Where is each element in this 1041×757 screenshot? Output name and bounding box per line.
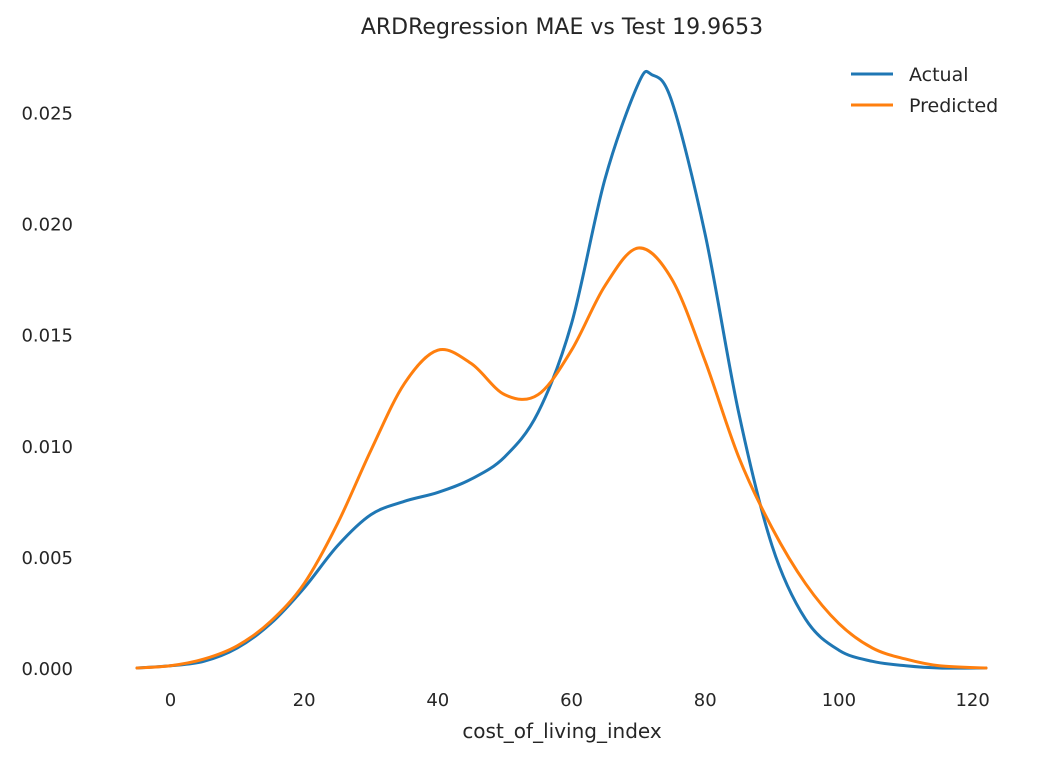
- legend-label-predicted: Predicted: [909, 95, 998, 117]
- y-tick-label: 0.020: [21, 215, 73, 236]
- x-tick-label: 80: [694, 690, 717, 711]
- legend: Actual Predicted: [851, 64, 998, 117]
- x-tick-label: 120: [955, 690, 989, 711]
- x-axis-ticks: 0 20 40 60 80 100 120: [165, 690, 990, 711]
- series-layer: [135, 69, 988, 670]
- chart-title: ARDRegression MAE vs Test 19.9653: [361, 15, 763, 40]
- y-tick-label: 0.010: [21, 437, 73, 458]
- x-axis-label: cost_of_living_index: [462, 719, 662, 743]
- series-line-predicted: [135, 246, 988, 670]
- x-tick-label: 40: [426, 690, 449, 711]
- x-tick-label: 100: [822, 690, 856, 711]
- legend-label-actual: Actual: [909, 64, 969, 86]
- y-tick-label: 0.025: [21, 103, 73, 124]
- x-tick-label: 0: [165, 690, 176, 711]
- x-tick-label: 20: [293, 690, 316, 711]
- x-tick-label: 60: [560, 690, 583, 711]
- series-line-actual: [135, 69, 988, 670]
- y-axis-ticks: 0.000 0.005 0.010 0.015 0.020 0.025: [21, 103, 73, 680]
- y-tick-label: 0.005: [21, 548, 73, 569]
- y-tick-label: 0.015: [21, 326, 73, 347]
- y-tick-label: 0.000: [21, 659, 73, 680]
